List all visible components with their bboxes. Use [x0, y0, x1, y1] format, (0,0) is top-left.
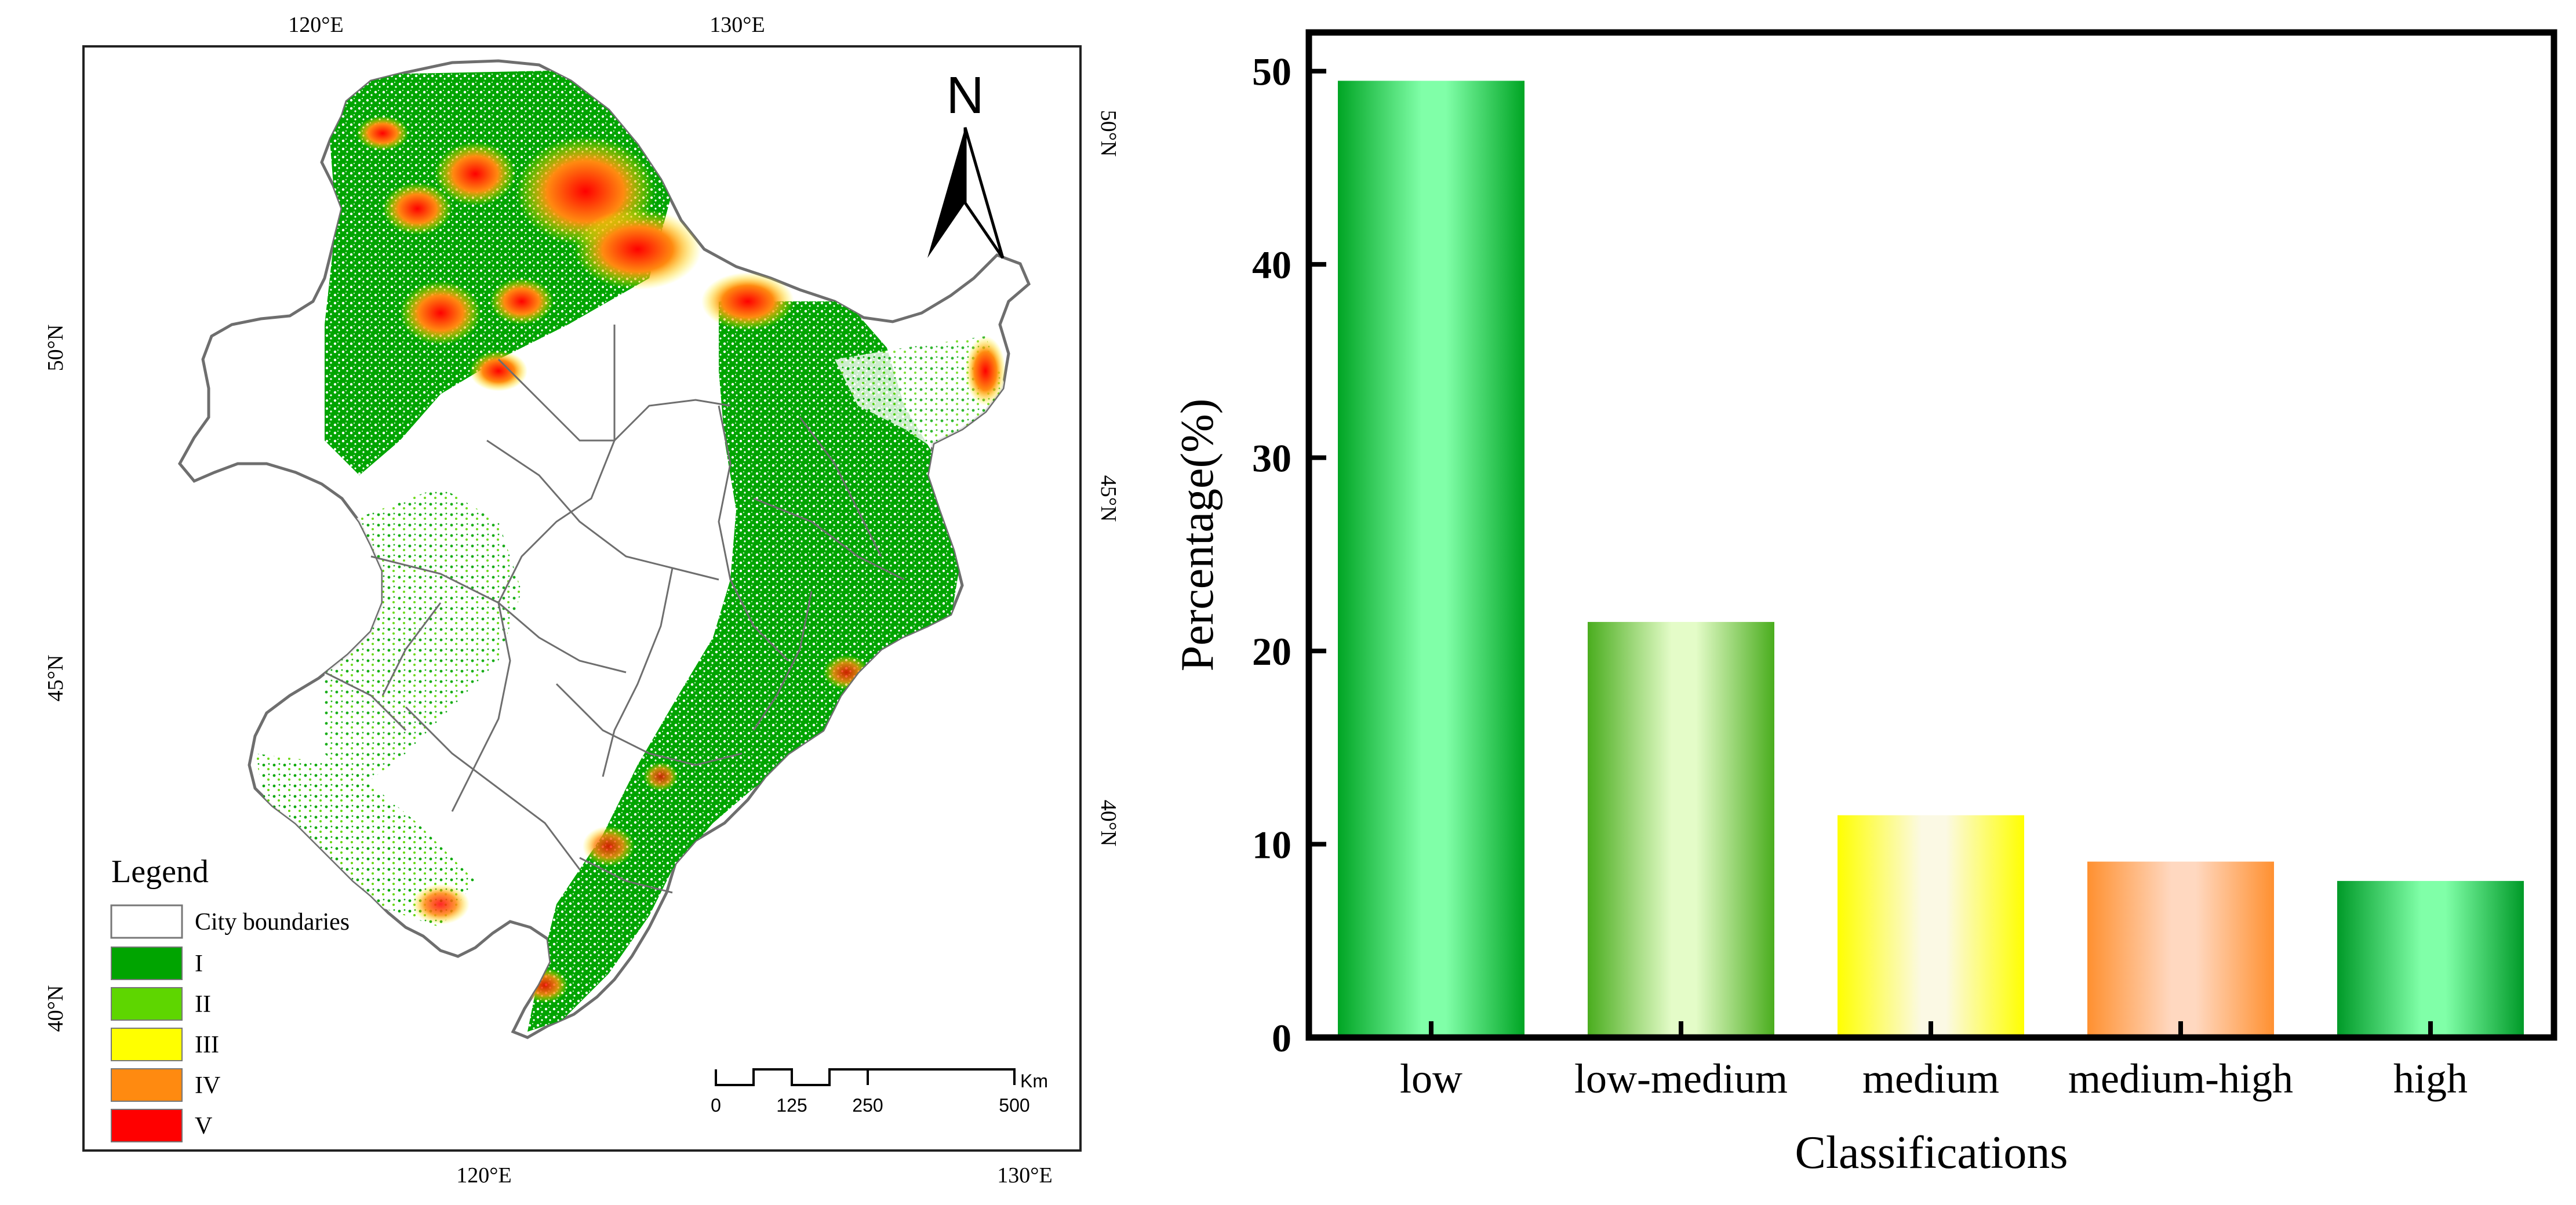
lat-label-right-50: 50°N — [1096, 110, 1120, 157]
lon-label-bottom-130: 130°E — [997, 1163, 1052, 1188]
lat-label-right-45: 45°N — [1096, 475, 1120, 522]
scale-tick-125: 125 — [776, 1095, 807, 1116]
bar-chart: 0 10 20 30 40 50 low low-medium medium medium-hi… — [1172, 29, 2557, 1178]
legend-swatch-I — [111, 946, 183, 980]
lat-label-left-40: 40°N — [43, 985, 68, 1032]
x-tick-label-low-medium: low-medium — [1574, 1055, 1788, 1102]
legend-label-I: I — [195, 951, 203, 977]
chart-frame — [1305, 29, 2557, 1041]
bar-low-medium — [1588, 622, 1774, 1037]
region-map — [180, 61, 1029, 1037]
legend-swatch-III — [111, 1028, 183, 1061]
legend-label-II: II — [195, 991, 211, 1018]
x-axis: low low-medium medium medium-high high — [1400, 1021, 2468, 1102]
legend-label-III: III — [195, 1032, 219, 1058]
north-arrow: N — [927, 67, 1005, 259]
lat-label-right-40: 40°N — [1096, 800, 1120, 847]
y-tick-label-0: 0 — [1272, 1016, 1291, 1060]
legend-swatch-city-boundaries — [110, 904, 183, 939]
city-boundaries — [324, 325, 905, 894]
legend-swatch-II — [111, 987, 183, 1021]
map-legend: Legend City boundaries I II III IV V — [110, 854, 350, 1142]
map-panel: 120°E 130°E 120°E 130°E 50°N 45°N 40°N 5… — [43, 13, 1120, 1188]
x-tick-label-medium: medium — [1862, 1055, 1999, 1102]
scale-tick-250: 250 — [852, 1095, 883, 1116]
x-tick-label-medium-high: medium-high — [2068, 1055, 2293, 1102]
bar-medium — [1838, 815, 2024, 1037]
x-axis-label: Classifications — [1795, 1127, 2068, 1178]
bar-low — [1338, 81, 1525, 1038]
scale-tick-0: 0 — [711, 1095, 721, 1116]
y-tick-label-30: 30 — [1252, 436, 1291, 480]
lat-label-left-45: 45°N — [43, 655, 68, 702]
y-axis: 0 10 20 30 40 50 — [1252, 50, 1326, 1060]
legend-label-V: V — [195, 1113, 212, 1140]
y-tick-label-20: 20 — [1252, 629, 1291, 674]
north-arrow-left-half — [927, 128, 965, 258]
y-tick-label-40: 40 — [1252, 243, 1291, 287]
y-tick-label-10: 10 — [1252, 823, 1291, 867]
north-arrow-right-half — [963, 127, 1005, 259]
lon-label-top-120: 120°E — [288, 13, 343, 37]
legend-swatch-V — [111, 1109, 183, 1142]
lat-label-left-50: 50°N — [43, 325, 68, 372]
legend-label-IV: IV — [195, 1072, 220, 1099]
bar-group — [1338, 81, 2524, 1038]
legend-label-city-boundaries: City boundaries — [195, 909, 350, 935]
x-tick-label-high: high — [2393, 1055, 2468, 1102]
lon-label-bottom-120: 120°E — [456, 1163, 511, 1188]
scale-unit: Km — [1020, 1071, 1048, 1091]
y-axis-label: Percentage(%) — [1172, 399, 1223, 672]
lon-label-top-130: 130°E — [710, 13, 765, 37]
north-arrow-label: N — [947, 67, 984, 125]
legend-title: Legend — [111, 854, 209, 890]
scale-bar: 0 125 250 500 Km — [711, 1068, 1048, 1116]
bar-medium-high — [2087, 861, 2274, 1037]
y-tick-label-50: 50 — [1252, 50, 1291, 94]
x-tick-label-low: low — [1400, 1055, 1462, 1102]
bar-high — [2337, 880, 2524, 1037]
legend-swatch-IV — [111, 1068, 183, 1102]
scale-tick-500: 500 — [999, 1095, 1029, 1116]
